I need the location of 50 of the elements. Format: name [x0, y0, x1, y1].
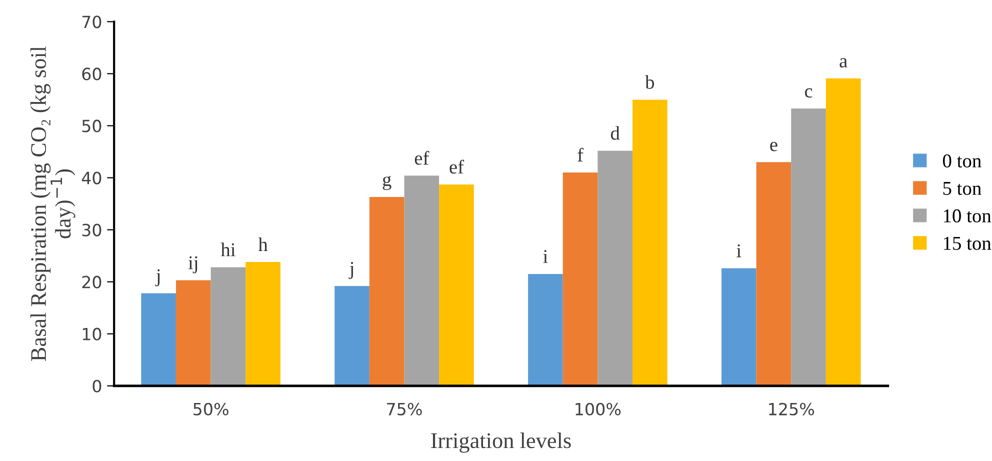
bar: [598, 150, 632, 386]
bar: [210, 267, 246, 386]
bar: [404, 176, 440, 386]
data-label: e: [770, 142, 778, 152]
y-tick-label: 60: [82, 68, 102, 80]
bar: [756, 162, 792, 386]
y-tick-label: 30: [82, 224, 102, 236]
y-tick-label: 0: [92, 380, 102, 392]
bar: [632, 100, 668, 386]
data-label: g: [382, 176, 392, 190]
y-tick-label: 20: [82, 276, 102, 288]
data-label: hi: [220, 242, 236, 256]
data-label: a: [840, 58, 848, 68]
x-tick-label: 125%: [769, 402, 814, 416]
x-axis-title: Irrigation levels: [431, 432, 571, 453]
x-tick-label: 75%: [387, 402, 422, 416]
x-tick-label: 50%: [194, 402, 228, 416]
data-label: d: [610, 126, 620, 140]
bar: [369, 197, 404, 386]
bar: [176, 280, 211, 386]
y-tick-label: 40: [82, 172, 102, 184]
bar: [721, 268, 756, 386]
bar: [246, 262, 280, 386]
x-tick-label: 100%: [576, 402, 621, 416]
data-label: b: [645, 75, 654, 89]
y-tick-label: 50: [82, 120, 102, 132]
bar: [528, 274, 563, 386]
bar: [562, 172, 598, 386]
data-label: i: [736, 244, 742, 258]
bar: [334, 286, 370, 386]
legend-label: 10 ton: [944, 209, 992, 222]
bar: [141, 293, 176, 386]
y-tick-label: 70: [82, 16, 102, 28]
data-label: ij: [188, 256, 198, 274]
data-label: i: [543, 250, 548, 263]
data-label: j: [155, 269, 160, 286]
data-label: ef: [450, 160, 464, 174]
bar: [826, 78, 861, 386]
bar: [439, 184, 474, 386]
data-label: c: [804, 88, 812, 98]
bar: [791, 108, 826, 386]
data-label: ef: [414, 150, 430, 165]
legend-label: 0 ton: [942, 154, 982, 168]
legend-label: 15 ton: [944, 236, 992, 250]
legend-label: 5 ton: [943, 182, 982, 195]
data-label: h: [258, 237, 268, 251]
y-tick-label: 10: [82, 328, 102, 340]
data-label: f: [578, 148, 584, 162]
y-axis-title: Basal Respiration (mg CO₂ (kg soil day)$^{−1}$): [30, 46, 76, 361]
data-label: j: [348, 262, 354, 280]
